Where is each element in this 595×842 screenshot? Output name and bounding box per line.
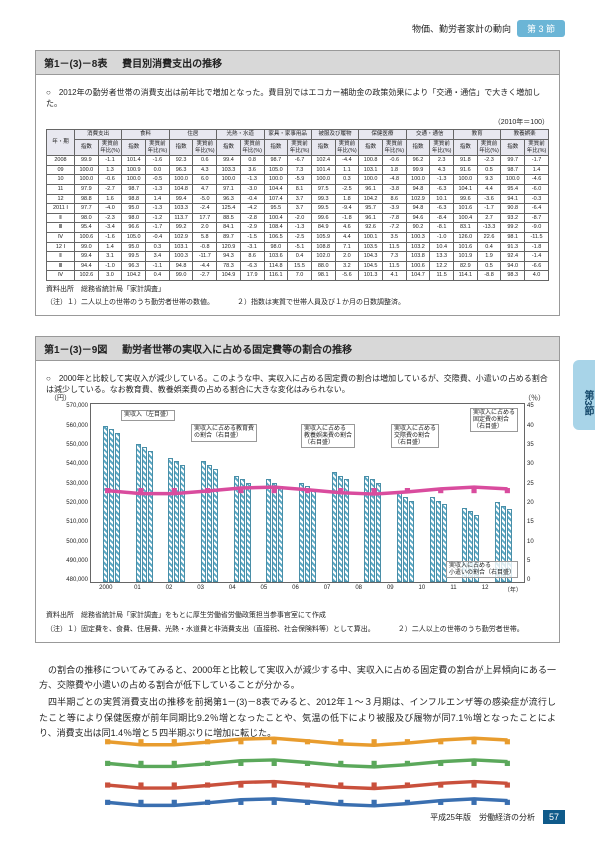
- y-right-axis: 454035302520151050: [525, 403, 545, 583]
- y-left-axis: 570,000560,000550,000540,000530,000520,0…: [50, 403, 90, 583]
- line-series: [91, 404, 524, 837]
- side-tab: 第3節: [573, 360, 595, 430]
- section-badge: 第 3 節: [517, 20, 565, 37]
- table-unit: （2010年＝100）: [46, 117, 549, 127]
- legend-3: 実収入に占める 教養娯楽費の割合 （右目盛）: [301, 424, 355, 448]
- legend-4: 実収入に占める 交際費の割合 （右目盛）: [391, 424, 439, 448]
- chart-title-bar: 第1－(3)－9図 勤労者世帯の実収入に占める固定費等の割合の推移: [36, 337, 559, 361]
- y-left-label: （円）: [50, 393, 71, 403]
- chart-area: 570,000560,000550,000540,000530,000520,0…: [50, 403, 545, 603]
- chart-panel: 第1－(3)－9図 勤労者世帯の実収入に占める固定費等の割合の推移 ○ 2000…: [35, 336, 560, 643]
- header-topic: 物価、勤労者家計の動向: [412, 22, 511, 35]
- legend-5: 実収入に占める 固定費の割合 （右目盛）: [470, 408, 518, 432]
- legend-1: 実収入（左目盛）: [121, 410, 175, 421]
- x-axis: 2000010203040506070809101112（年）: [90, 585, 525, 603]
- data-table: 年・期消費支出食料住居光熱・水道家具・家事用品被服及び履物保健医療交通・通信教育…: [46, 129, 549, 281]
- page-number: 57: [543, 810, 565, 824]
- chart-plot: 実収入（左目盛） 実収入に占める教育費 の割合（右目盛） 実収入に占める 教養娯…: [90, 403, 525, 583]
- legend-2: 実収入に占める教育費 の割合（右目盛）: [191, 424, 257, 441]
- page-footer: 平成25年版 労働経済の分析 57: [430, 810, 565, 824]
- table-title: 費目別消費支出の推移: [122, 59, 222, 70]
- table-panel: 第1－(3)－8表 費目別消費支出の推移 ○ 2012年の勤労者世帯の消費支出は…: [35, 50, 560, 316]
- table-title-bar: 第1－(3)－8表 費目別消費支出の推移: [36, 51, 559, 75]
- y-right-label: （％）: [524, 393, 545, 403]
- table-footnotes: （注）１）二人以上の世帯のうち勤労者世帯の数値。 ２）指数は実質で世帯人員及び１…: [46, 298, 549, 307]
- chart-note: ○ 2000年と比較して実収入が減少している。このような中、実収入に占める固定費…: [46, 373, 549, 395]
- table-source: 資料出所 総務省統計局「家計調査」: [46, 285, 549, 294]
- table-code: 第1－(3)－8表: [44, 59, 107, 70]
- table-note: ○ 2012年の勤労者世帯の消費支出は前年比で増加となった。費目別ではエコカー補…: [46, 87, 549, 109]
- chart-title: 勤労者世帯の実収入に占める固定費等の割合の推移: [122, 345, 352, 356]
- chart-code: 第1－(3)－9図: [44, 345, 107, 356]
- legend-6: 実収入に占める 小遣いの割合（右目盛）: [446, 561, 518, 578]
- footer-source: 平成25年版 労働経済の分析: [430, 812, 535, 823]
- page-header: 物価、勤労者家計の動向 第 3 節: [412, 20, 565, 37]
